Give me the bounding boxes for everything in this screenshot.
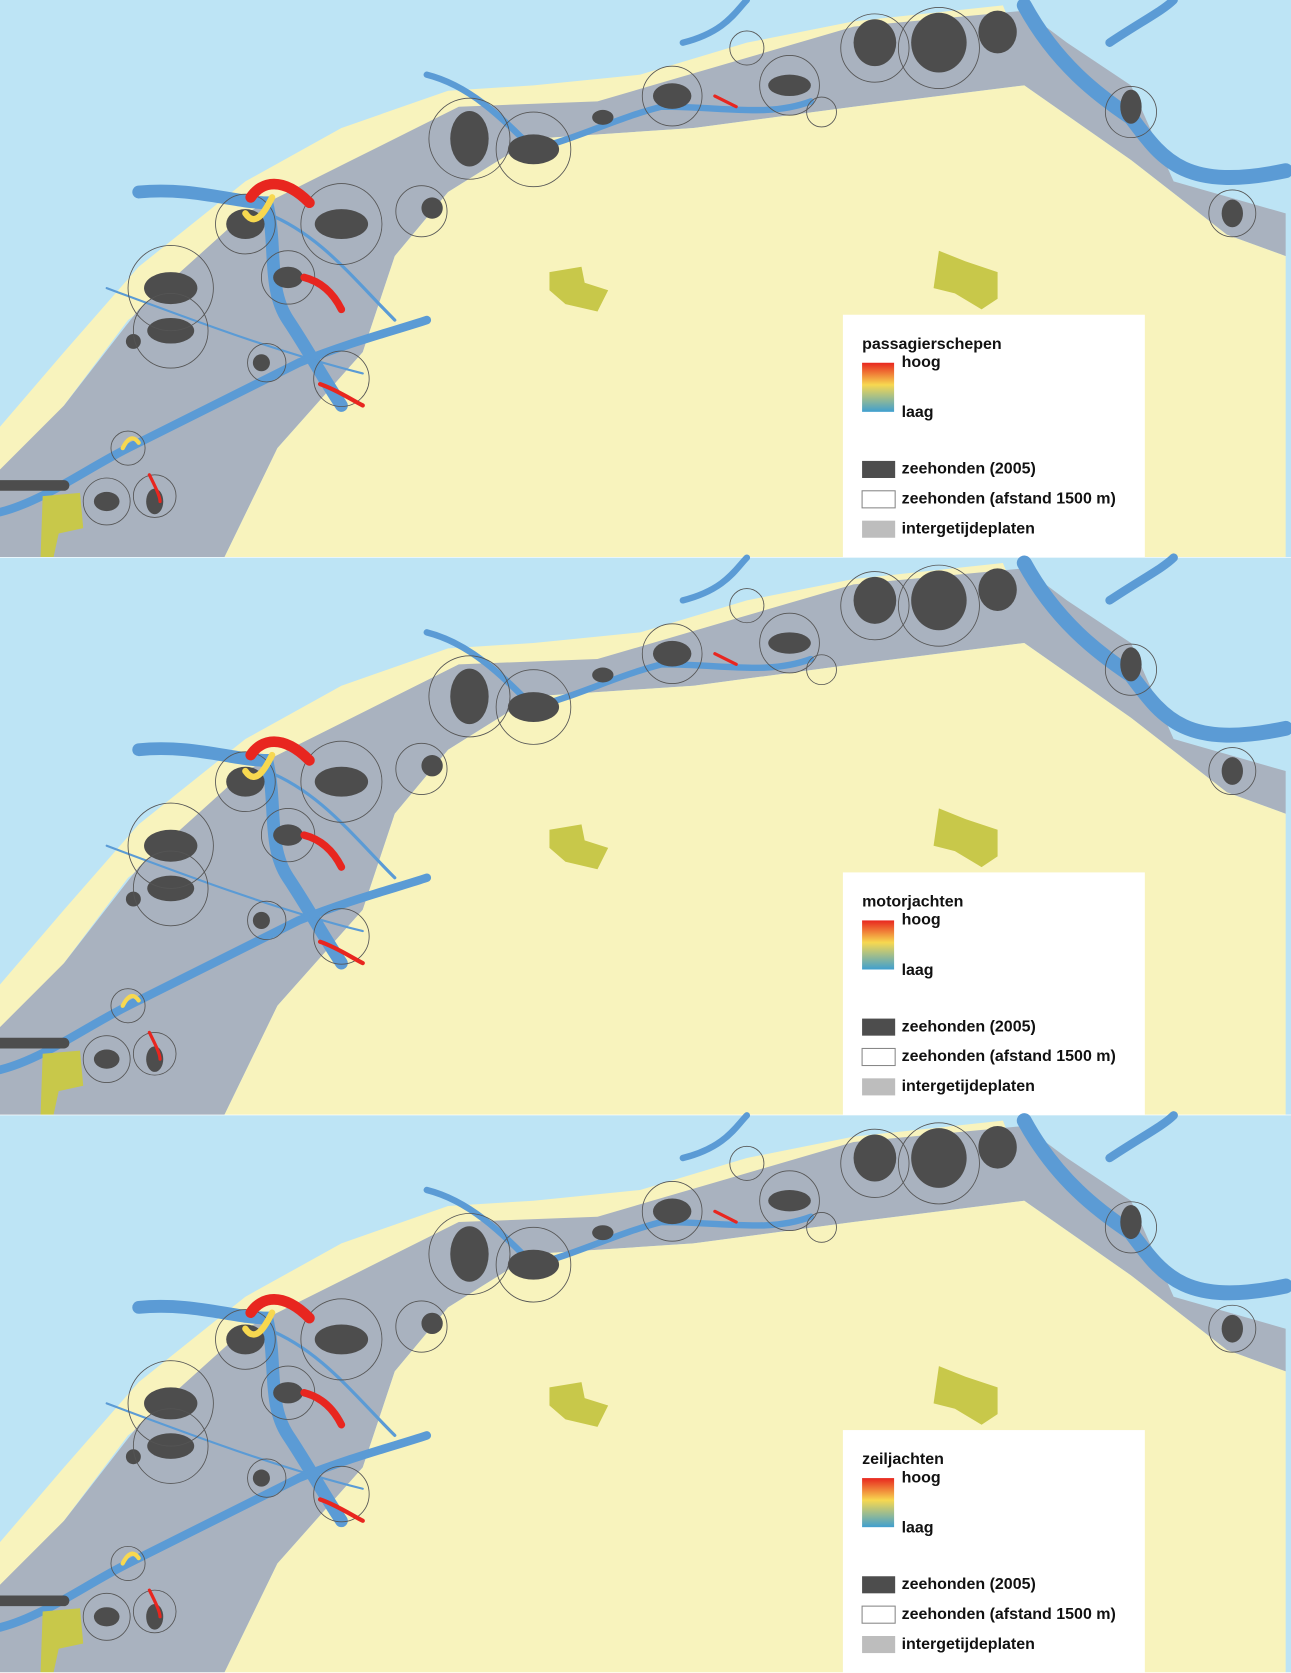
heat-ramp — [862, 1478, 895, 1528]
legend-swatch — [861, 1047, 896, 1067]
legend-swatch — [861, 490, 896, 509]
legend-item: zeehonden (2005) — [902, 461, 1036, 478]
legend-box — [842, 1430, 1145, 1673]
legend-item: zeehonden (2005) — [902, 1576, 1036, 1593]
legend-low: laag — [902, 1519, 934, 1536]
legend-item: intergetijdeplaten — [902, 1078, 1035, 1095]
legend-high: hoog — [902, 912, 941, 929]
legend-item: zeehonden (2005) — [902, 1018, 1036, 1035]
legend-swatch — [862, 1576, 896, 1594]
legend-item: zeehonden (afstand 1500 m) — [902, 1048, 1116, 1065]
legend-item: intergetijdeplaten — [902, 520, 1035, 537]
legend-item: zeehonden (afstand 1500 m) — [902, 491, 1116, 508]
legend-low: laag — [902, 962, 934, 979]
heat-ramp — [862, 920, 895, 970]
legend-swatch — [862, 1636, 896, 1654]
legend-title: zeiljachten — [862, 1451, 944, 1468]
legend-title: passagierschepen — [862, 336, 1002, 353]
legend-low: laag — [902, 404, 934, 421]
legend-box — [842, 872, 1145, 1116]
legend-high: hoog — [902, 354, 941, 371]
legend-swatch — [862, 460, 896, 478]
legend-title: motorjachten — [862, 894, 963, 911]
heat-ramp — [862, 362, 895, 412]
legend-item: intergetijdeplaten — [902, 1636, 1035, 1653]
legend-item: zeehonden (afstand 1500 m) — [902, 1606, 1116, 1623]
legend-box — [842, 314, 1145, 559]
legend-swatch — [862, 520, 896, 538]
legend-swatch — [861, 1605, 896, 1624]
legend-swatch — [862, 1078, 896, 1096]
legend-swatch — [862, 1018, 896, 1036]
legend-high: hoog — [902, 1469, 941, 1486]
